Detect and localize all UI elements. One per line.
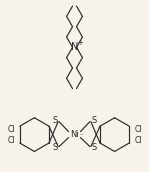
Text: ⁻: ⁻ [80,134,83,140]
Text: S: S [91,116,96,125]
Text: Ni: Ni [70,130,79,139]
Text: S: S [53,143,58,152]
Text: Cl: Cl [134,125,142,134]
Text: Cl: Cl [7,136,15,144]
Text: S: S [91,143,96,152]
Text: N: N [71,42,78,52]
Text: S: S [53,116,58,125]
Text: Cl: Cl [134,136,142,144]
Text: Cl: Cl [7,125,15,134]
Text: +: + [77,40,83,46]
